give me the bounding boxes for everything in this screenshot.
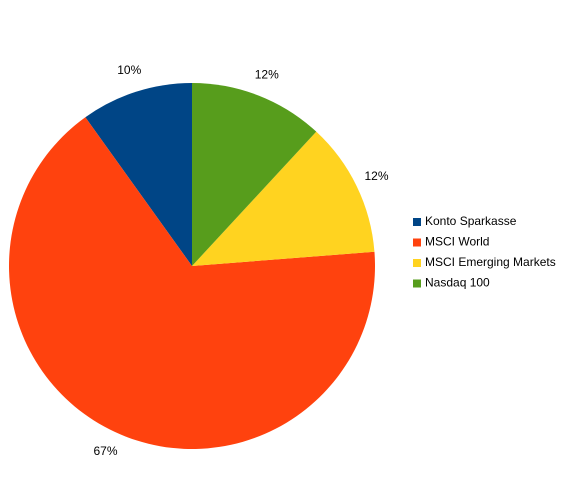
legend-swatch [413,218,421,226]
legend-label: Konto Sparkasse [425,214,517,228]
value-label: 12% [364,169,388,183]
legend-swatch [413,238,421,247]
legend-label: MSCI World [425,235,489,249]
legend-swatch [413,259,421,267]
pie-slice [192,83,317,266]
pie-slice [8,117,375,449]
pie-slice [192,131,375,266]
legend-label: Nasdaq 100 [425,276,490,290]
legend-swatch [413,279,421,288]
legend-label: MSCI Emerging Markets [425,255,556,269]
pie-slice [85,83,192,266]
value-label: 12% [255,67,279,81]
value-label: 67% [94,444,118,458]
value-label: 10% [117,63,141,77]
